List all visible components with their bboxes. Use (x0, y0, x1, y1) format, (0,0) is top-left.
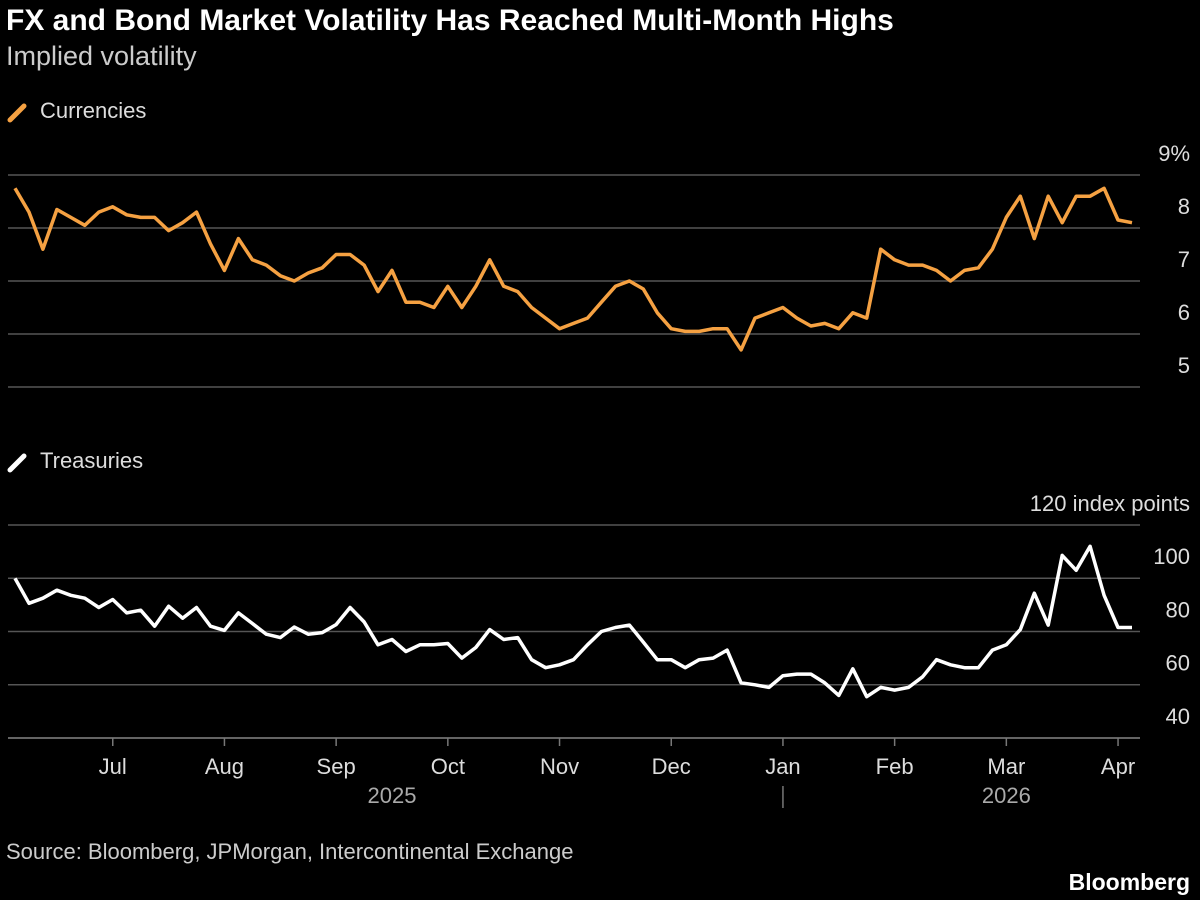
x-tick-label: Dec (652, 754, 691, 779)
y-tick-label: 40 (1166, 704, 1190, 729)
x-tick-label: Sep (317, 754, 356, 779)
x-group-label: 2026 (982, 783, 1031, 808)
legend-swatch (7, 453, 27, 473)
legend-label: Treasuries (40, 448, 143, 473)
data-line (13, 544, 1132, 699)
y-tick-label: 120 index points (1030, 491, 1190, 516)
chart-title: FX and Bond Market Volatility Has Reache… (6, 4, 894, 37)
y-tick-label: 100 (1153, 544, 1190, 569)
chart-subtitle: Implied volatility (6, 41, 197, 71)
data-line (13, 186, 1133, 352)
y-tick-label: 7 (1178, 247, 1190, 272)
y-tick-label: 8 (1178, 194, 1190, 219)
y-tick-label: 80 (1166, 597, 1190, 622)
x-tick-label: Mar (987, 754, 1025, 779)
x-tick-label: Apr (1101, 754, 1135, 779)
x-tick-label: Oct (431, 754, 465, 779)
y-tick-label: 9% (1158, 141, 1190, 166)
y-tick-label: 6 (1178, 300, 1190, 325)
y-tick-label: 5 (1178, 353, 1190, 378)
x-tick-label: Aug (205, 754, 244, 779)
x-tick-label: Feb (876, 754, 914, 779)
source-note: Source: Bloomberg, JPMorgan, Intercontin… (6, 839, 573, 864)
legend-swatch (7, 103, 27, 123)
x-tick-label: Jan (765, 754, 800, 779)
y-tick-label: 60 (1166, 651, 1190, 676)
x-group-label: 2025 (368, 783, 417, 808)
brand: Bloomberg (1069, 869, 1190, 895)
x-tick-label: Jul (99, 754, 127, 779)
x-tick-label: Nov (540, 754, 579, 779)
legend-label: Currencies (40, 98, 146, 123)
